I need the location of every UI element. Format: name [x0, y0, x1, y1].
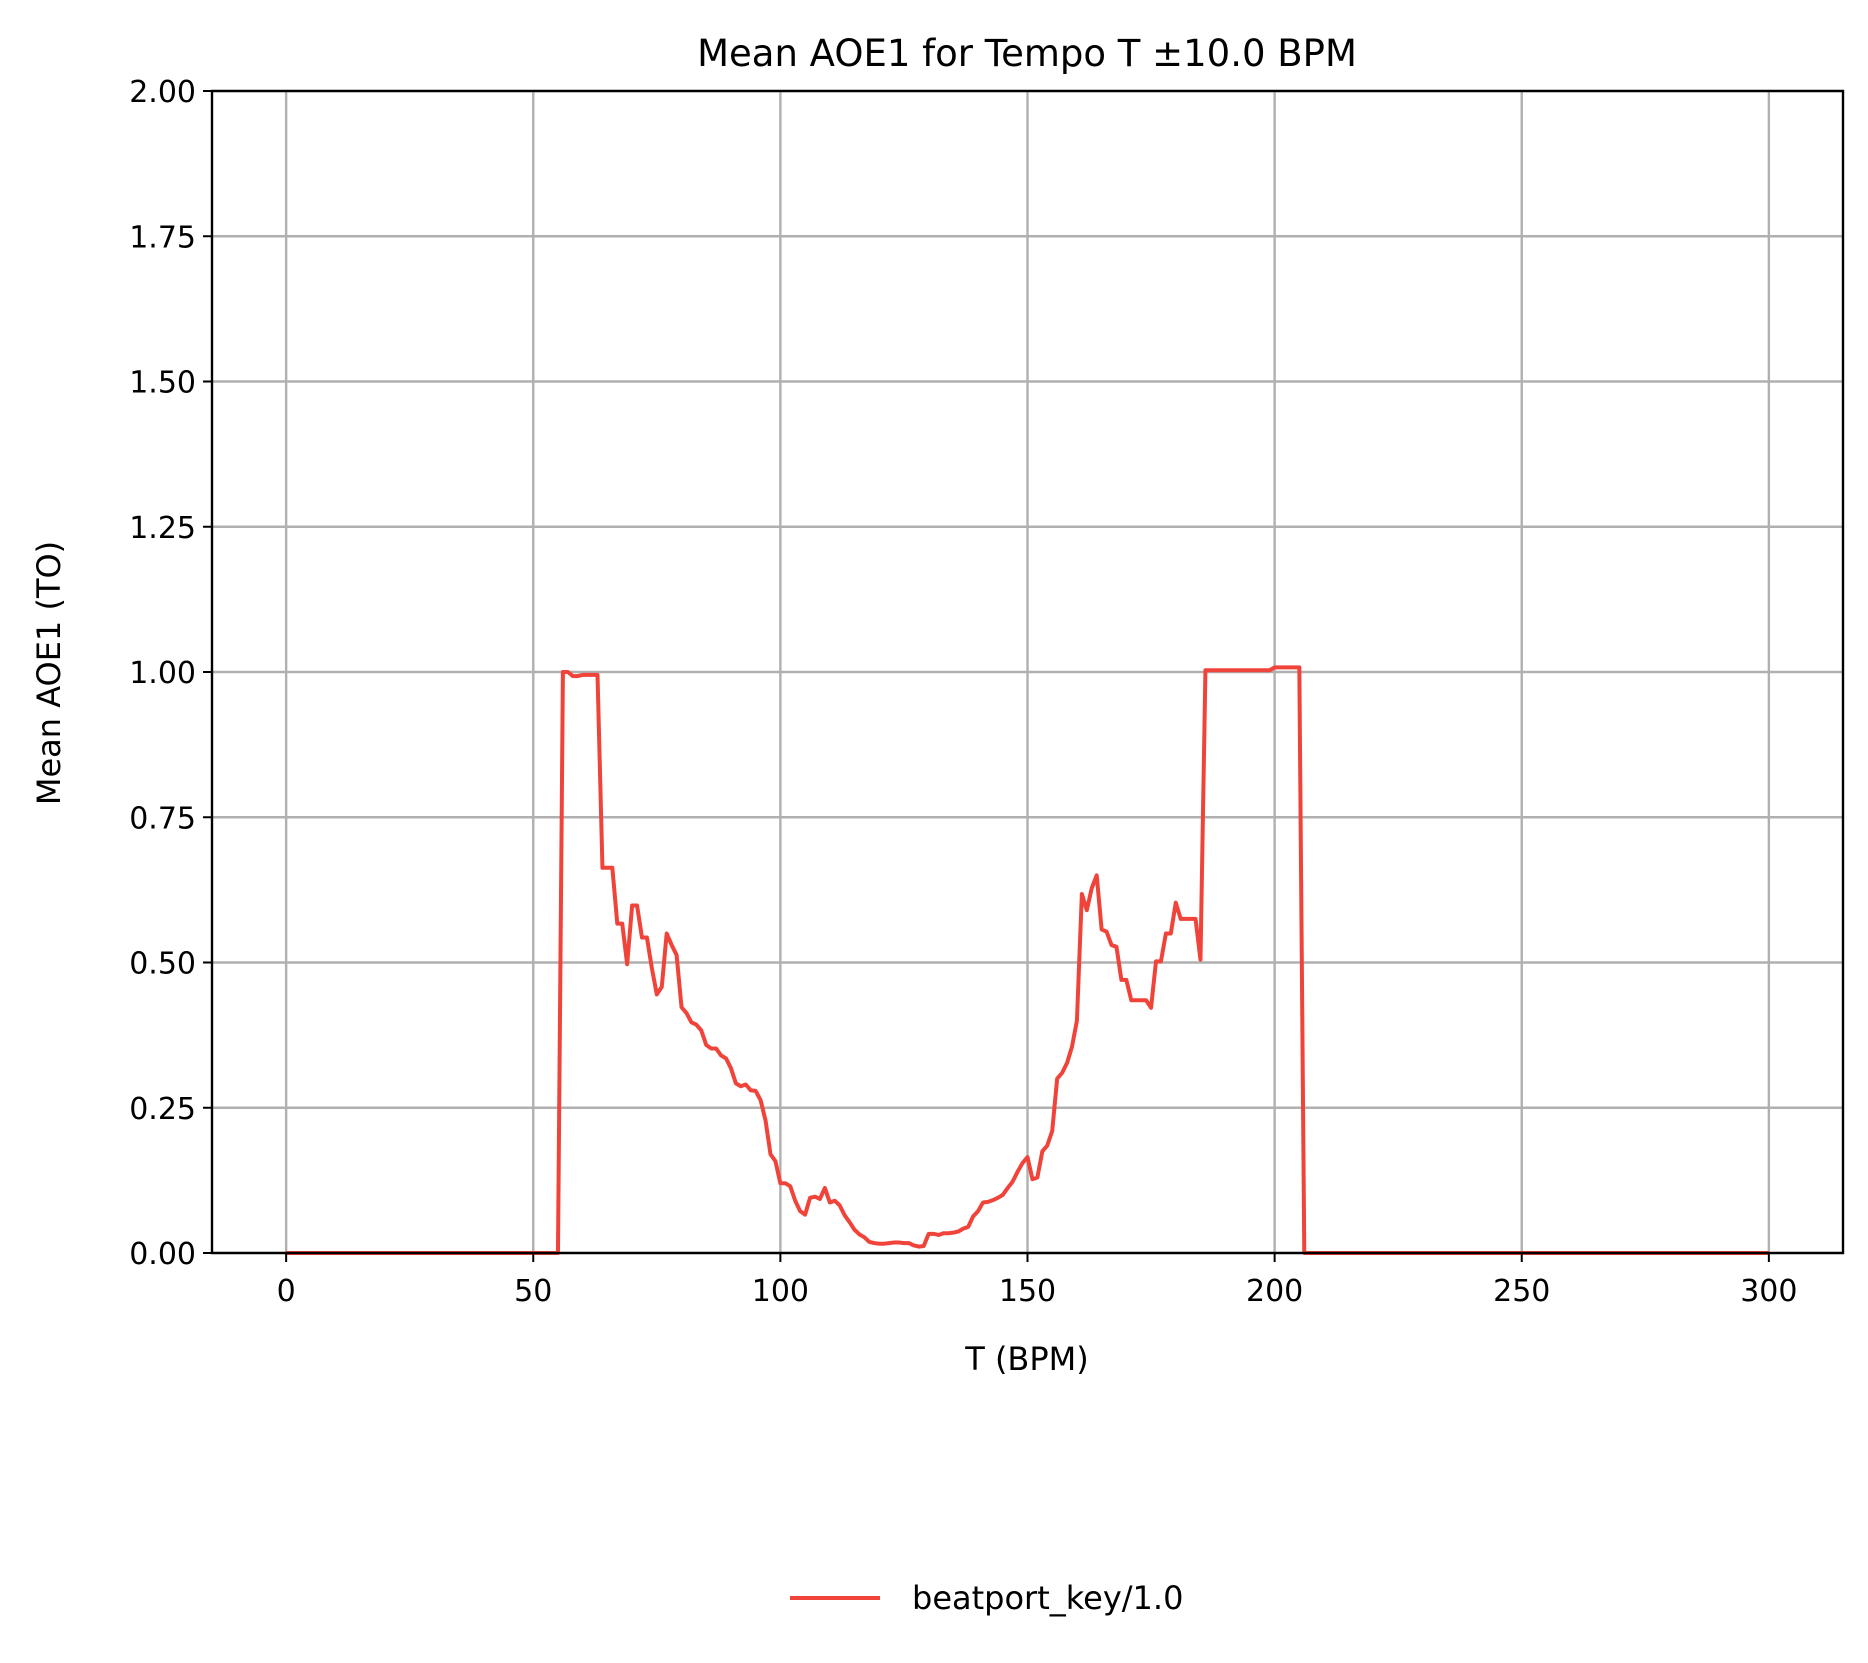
x-tick-label: 150 — [999, 1274, 1056, 1309]
series-layer — [286, 665, 1769, 1255]
x-tick-label: 0 — [277, 1274, 296, 1309]
y-tick-label: 0.50 — [129, 947, 196, 982]
x-axis-title: T (BPM) — [964, 1340, 1089, 1378]
y-axis-title: Mean AOE1 (TO) — [30, 541, 68, 805]
y-tick-label: 0.25 — [129, 1092, 196, 1127]
series-line — [286, 665, 1769, 1255]
x-tick-label: 300 — [1740, 1274, 1797, 1309]
x-tick-label: 50 — [514, 1274, 552, 1309]
legend: beatport_key/1.0 — [790, 1579, 1183, 1617]
grid-layer — [212, 89, 1843, 1255]
y-tick-label: 2.00 — [129, 75, 196, 110]
y-tick-label: 1.25 — [129, 511, 196, 546]
y-tick-label: 1.50 — [129, 366, 196, 401]
x-tick-label: 250 — [1493, 1274, 1550, 1309]
chart-title: Mean AOE1 for Tempo T ±10.0 BPM — [697, 32, 1357, 75]
y-tick-label: 1.00 — [129, 656, 196, 691]
ticks-layer: 0 50 100 150 200 250 300 0.00 0.25 0.50 0.75 1.00 1.… — [129, 75, 1797, 1309]
y-tick-label: 1.75 — [129, 220, 196, 255]
legend-label: beatport_key/1.0 — [912, 1579, 1183, 1617]
x-tick-label: 100 — [752, 1274, 809, 1309]
x-tick-label: 200 — [1246, 1274, 1303, 1309]
y-tick-label: 0.00 — [129, 1237, 196, 1272]
y-tick-label: 0.75 — [129, 801, 196, 836]
